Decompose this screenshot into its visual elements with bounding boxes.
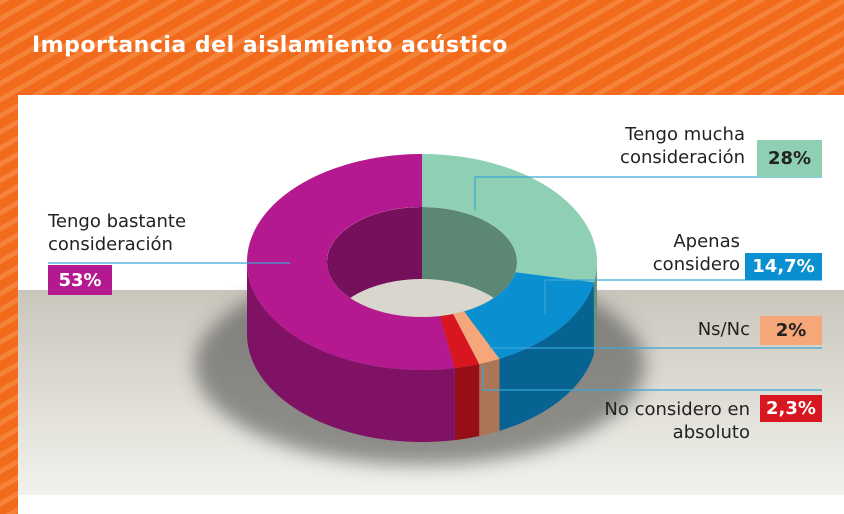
hole-walls: [327, 207, 517, 317]
value-label: 2%: [760, 316, 822, 345]
slice: [453, 311, 500, 365]
leader-line: [482, 365, 822, 391]
slice-inner: [422, 207, 517, 317]
category-label: Apenas considero: [652, 231, 740, 275]
category-label: Ns/Nc: [697, 319, 750, 340]
sides: [247, 262, 597, 442]
slice-side: [454, 364, 480, 441]
slice: [247, 154, 455, 370]
slice-side: [593, 262, 597, 355]
slice: [422, 154, 597, 283]
slice-side: [479, 358, 500, 437]
side-band: [0, 95, 18, 514]
header-band: [0, 0, 844, 95]
category-label: Tengo mucha consideración: [620, 124, 745, 168]
value-label: 14,7%: [745, 253, 822, 280]
slice-inner: [327, 207, 422, 317]
slice: [439, 313, 480, 369]
category-label: No considero en absoluto: [604, 399, 750, 443]
category-label: Tengo bastante consideración: [48, 211, 187, 255]
tops: [247, 154, 597, 370]
slice-side: [499, 282, 594, 431]
slice-side: [247, 262, 455, 442]
chart-title: Importancia del aislamiento acústico: [32, 33, 508, 58]
leader-line: [474, 176, 822, 210]
value-label: 2,3%: [760, 395, 822, 422]
value-label: 28%: [757, 140, 822, 177]
leader-line: [544, 279, 822, 315]
value-label: 53%: [48, 265, 112, 295]
slice: [464, 272, 594, 359]
